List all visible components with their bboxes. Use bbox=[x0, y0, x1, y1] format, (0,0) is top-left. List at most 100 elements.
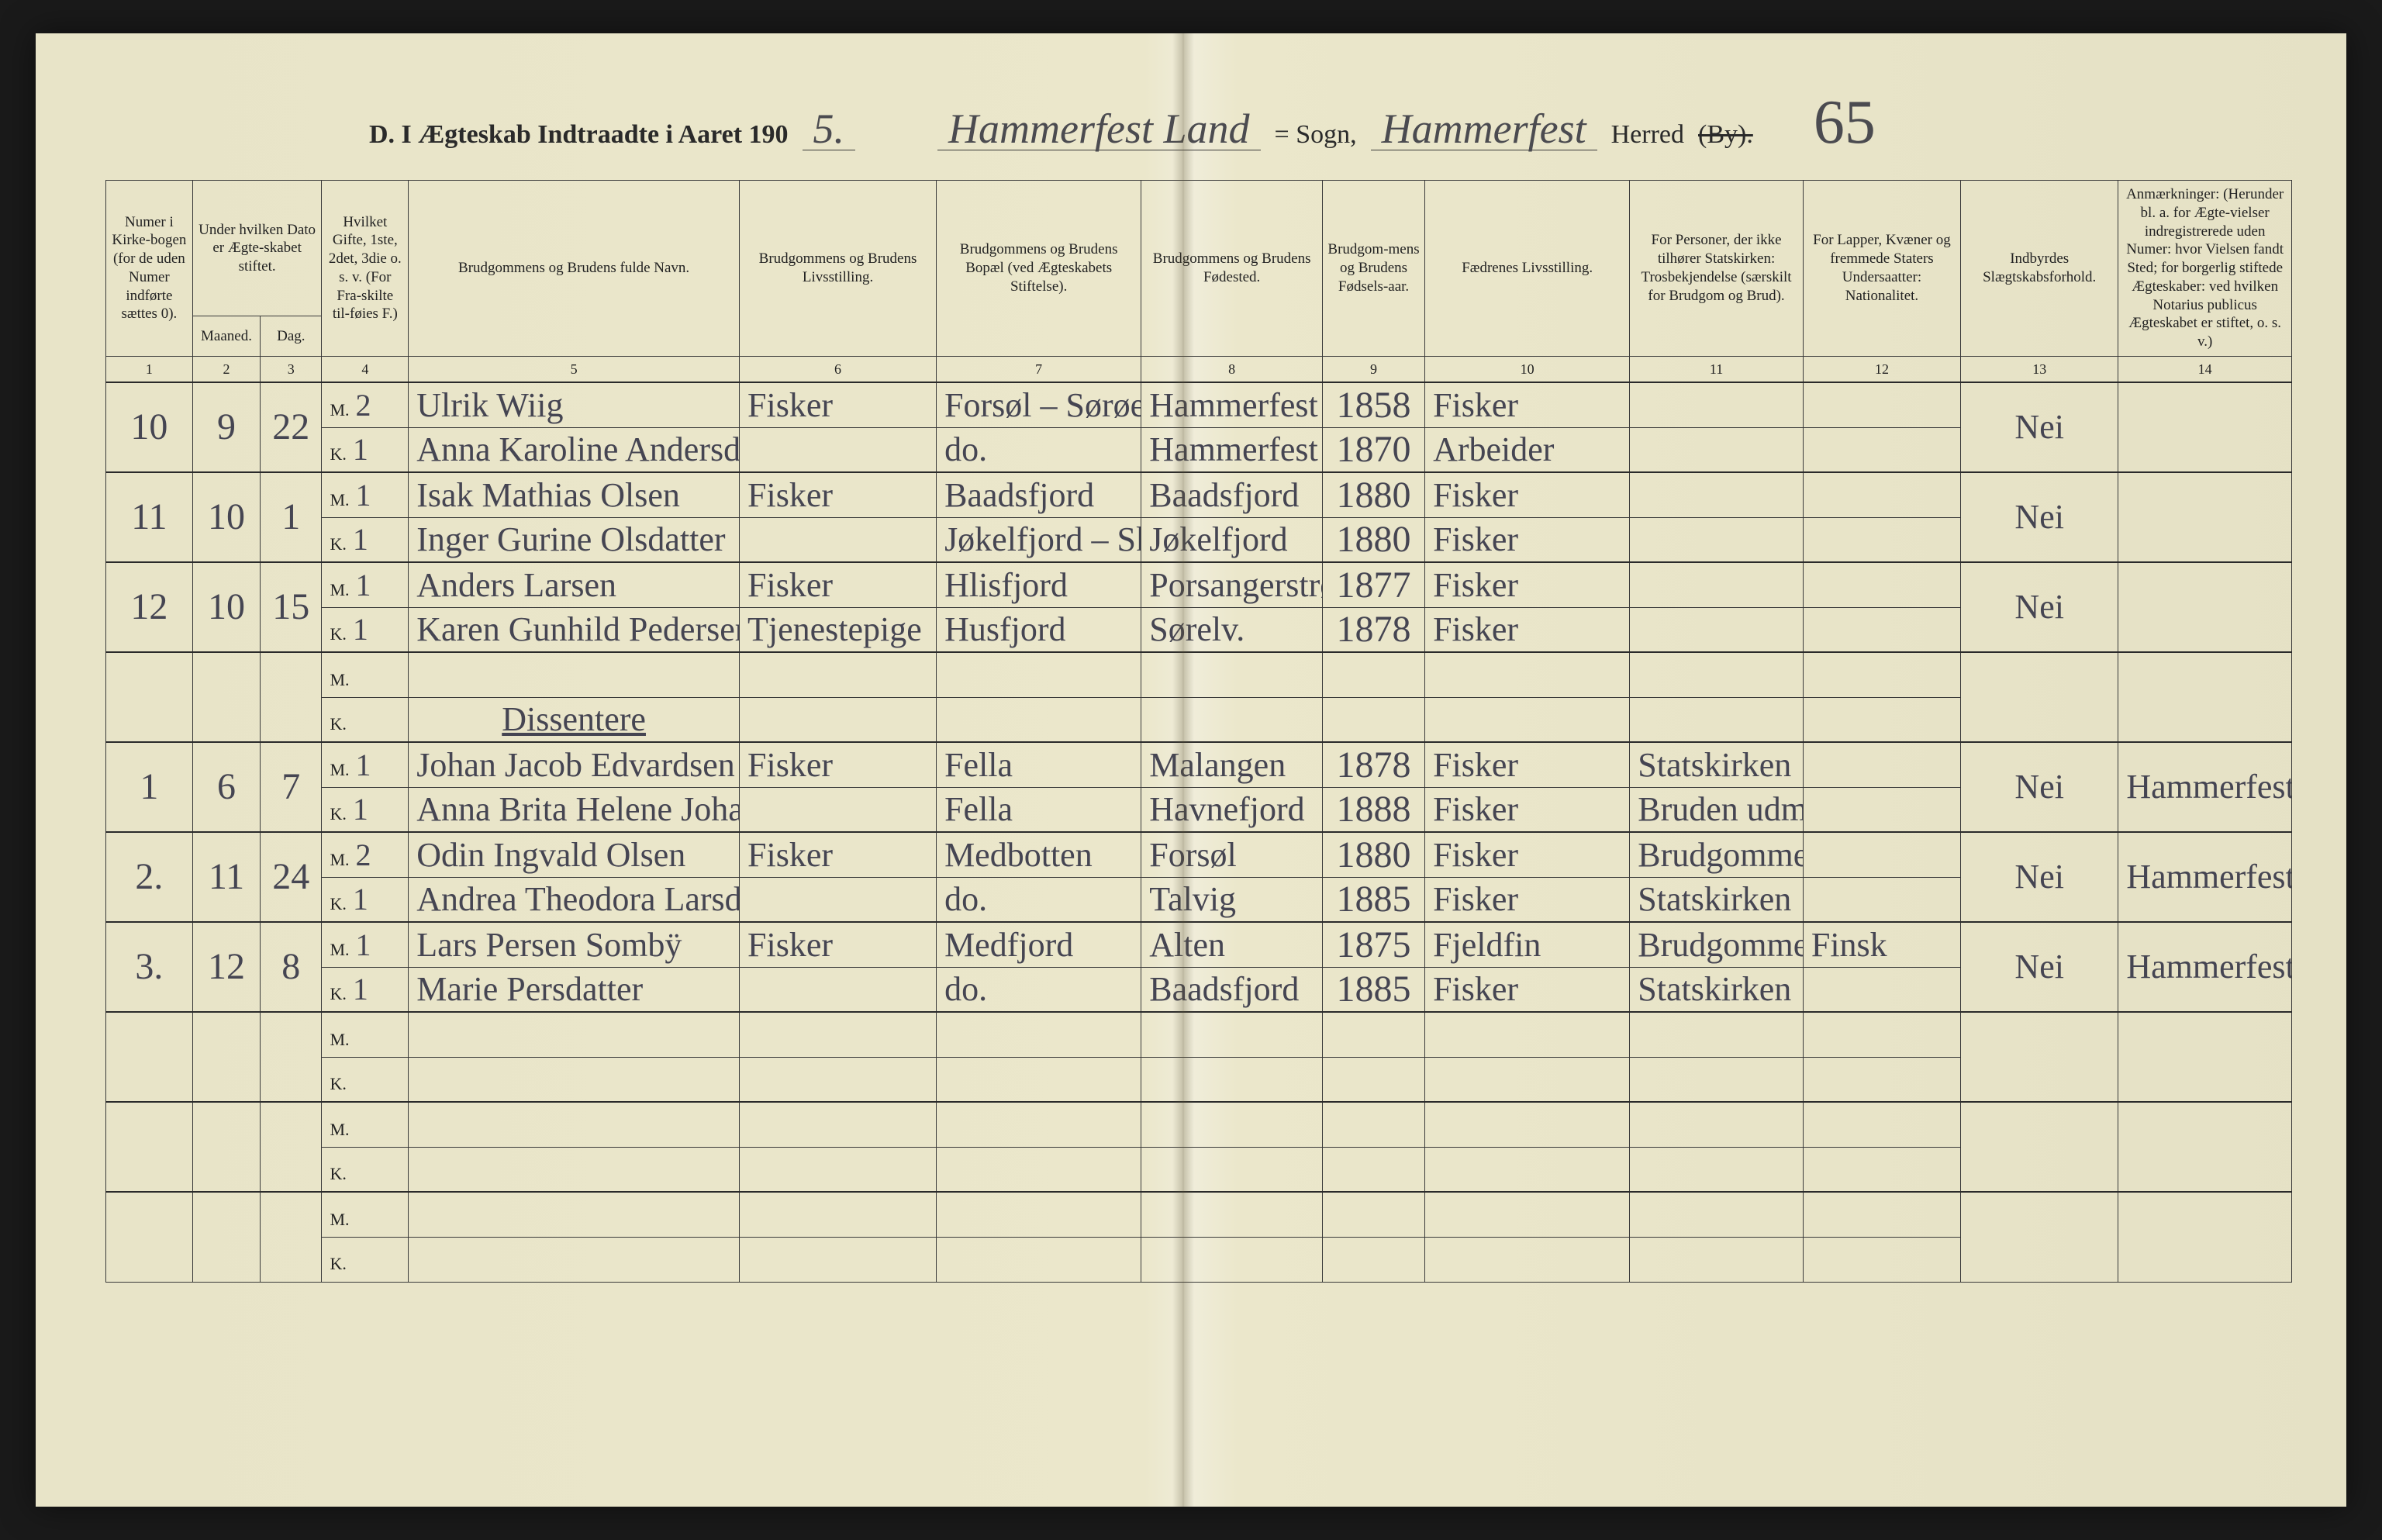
remarks bbox=[2118, 562, 2292, 652]
month: 12 bbox=[192, 922, 260, 1012]
entry-number bbox=[106, 652, 193, 742]
groom-residence: Medbotten bbox=[937, 832, 1141, 877]
groom-name bbox=[409, 1192, 740, 1237]
marriage-order-m: M.2 bbox=[322, 382, 409, 427]
remarks bbox=[2118, 1192, 2292, 1282]
bride-occupation bbox=[740, 427, 937, 472]
groom-father-occ bbox=[1425, 1192, 1630, 1237]
herred-label: Herred bbox=[1611, 120, 1684, 150]
day bbox=[261, 1012, 322, 1102]
bride-father-occ bbox=[1425, 1237, 1630, 1282]
colnum-14: 14 bbox=[2118, 356, 2292, 382]
bride-residence bbox=[937, 1237, 1141, 1282]
colnum-8: 8 bbox=[1141, 356, 1323, 382]
bride-father-occ: Arbeider bbox=[1425, 427, 1630, 472]
bride-confession bbox=[1630, 427, 1804, 472]
colnum-5: 5 bbox=[409, 356, 740, 382]
remarks: Hammerfest Sorenskriver bbox=[2118, 832, 2292, 922]
bride-birthplace bbox=[1141, 697, 1323, 742]
bride-name: Marie Persdatter bbox=[409, 967, 740, 1012]
bride-birthplace: Baadsfjord bbox=[1141, 967, 1323, 1012]
colnum-3: 3 bbox=[261, 356, 322, 382]
bride-birthplace: Hammerfest bbox=[1141, 427, 1323, 472]
groom-father-occ: Fisker bbox=[1425, 832, 1630, 877]
groom-confession: Brudgommen udmeldt bbox=[1630, 922, 1804, 967]
groom-birthplace: Alten bbox=[1141, 922, 1323, 967]
bride-father-occ: Fisker bbox=[1425, 967, 1630, 1012]
entry-number bbox=[106, 1012, 193, 1102]
colnum-13: 13 bbox=[1961, 356, 2118, 382]
bride-confession: Statskirken bbox=[1630, 967, 1804, 1012]
marriage-order-k: K. bbox=[322, 1237, 409, 1282]
colnum-9: 9 bbox=[1322, 356, 1424, 382]
month: 11 bbox=[192, 832, 260, 922]
bride-occupation bbox=[740, 1057, 937, 1102]
day: 7 bbox=[261, 742, 322, 832]
bride-confession bbox=[1630, 1237, 1804, 1282]
bride-birthplace bbox=[1141, 1237, 1323, 1282]
bride-residence bbox=[937, 697, 1141, 742]
col-5-header: Brudgommens og Brudens fulde Navn. bbox=[409, 181, 740, 357]
groom-confession bbox=[1630, 1192, 1804, 1237]
bride-occupation bbox=[740, 877, 937, 922]
bride-birthplace: Havnefjord bbox=[1141, 787, 1323, 832]
bride-nationality bbox=[1803, 967, 1960, 1012]
bride-residence: Jøkelfjord – Skjervø bbox=[937, 517, 1141, 562]
bride-nationality bbox=[1803, 787, 1960, 832]
marriage-order-k: K.1 bbox=[322, 787, 409, 832]
col-12-header: For Lapper, Kvæner og fremmede Staters U… bbox=[1803, 181, 1960, 357]
table-row: M. bbox=[106, 1102, 2292, 1147]
month: 10 bbox=[192, 562, 260, 652]
groom-father-occ: Fisker bbox=[1425, 562, 1630, 607]
marriage-order-m: M.1 bbox=[322, 922, 409, 967]
ledger-page: D. I Ægteskab Indtraadte i Aaret 190 5. … bbox=[36, 33, 2346, 1507]
bride-name bbox=[409, 1057, 740, 1102]
groom-nationality bbox=[1803, 652, 1960, 697]
groom-nationality bbox=[1803, 382, 1960, 427]
bride-residence: Fella bbox=[937, 787, 1141, 832]
entry-number bbox=[106, 1192, 193, 1282]
col-6-header: Brudgommens og Brudens Livsstilling. bbox=[740, 181, 937, 357]
groom-nationality bbox=[1803, 1012, 1960, 1057]
groom-occupation: Fisker bbox=[740, 922, 937, 967]
remarks bbox=[2118, 382, 2292, 472]
bride-birthyear bbox=[1322, 1057, 1424, 1102]
month: 6 bbox=[192, 742, 260, 832]
groom-residence: Medfjord bbox=[937, 922, 1141, 967]
table-row: 3.128M.1Lars Persen SombÿFiskerMedfjordA… bbox=[106, 922, 2292, 967]
groom-nationality bbox=[1803, 1102, 1960, 1147]
bride-name bbox=[409, 1237, 740, 1282]
groom-birthplace: Hammerfest bbox=[1141, 382, 1323, 427]
groom-birthplace bbox=[1141, 1012, 1323, 1057]
day bbox=[261, 1192, 322, 1282]
colnum-7: 7 bbox=[937, 356, 1141, 382]
colnum-10: 10 bbox=[1425, 356, 1630, 382]
col-14-header: Anmærkninger: (Herunder bl. a. for Ægte-… bbox=[2118, 181, 2292, 357]
bride-residence bbox=[937, 1057, 1141, 1102]
col-11-header: For Personer, der ikke tilhører Statskir… bbox=[1630, 181, 1804, 357]
sogn-label: = Sogn, bbox=[1275, 120, 1357, 150]
groom-birthplace bbox=[1141, 1192, 1323, 1237]
groom-father-occ bbox=[1425, 1102, 1630, 1147]
marriage-order-m: M. bbox=[322, 1012, 409, 1057]
bride-name bbox=[409, 1147, 740, 1192]
col-4-header: Hvilket Gifte, 1ste, 2det, 3die o. s. v.… bbox=[322, 181, 409, 357]
bride-birthplace: Sørelv. bbox=[1141, 607, 1323, 652]
marriage-order-m: M.1 bbox=[322, 562, 409, 607]
kinship bbox=[1961, 1102, 2118, 1192]
colnum-6: 6 bbox=[740, 356, 937, 382]
bride-birthyear: 1885 bbox=[1322, 877, 1424, 922]
bride-nationality bbox=[1803, 1057, 1960, 1102]
marriage-order-k: K. bbox=[322, 1057, 409, 1102]
bride-confession bbox=[1630, 517, 1804, 562]
bride-name: Andrea Theodora Larsdatter bbox=[409, 877, 740, 922]
kinship: Nei bbox=[1961, 562, 2118, 652]
groom-father-occ bbox=[1425, 1012, 1630, 1057]
bride-father-occ bbox=[1425, 697, 1630, 742]
groom-name bbox=[409, 1012, 740, 1057]
groom-birthplace bbox=[1141, 1102, 1323, 1147]
parish-handwritten: Hammerfest Land bbox=[937, 108, 1261, 150]
remarks bbox=[2118, 472, 2292, 562]
groom-residence: Baadsfjord bbox=[937, 472, 1141, 517]
bride-birthyear: 1885 bbox=[1322, 967, 1424, 1012]
